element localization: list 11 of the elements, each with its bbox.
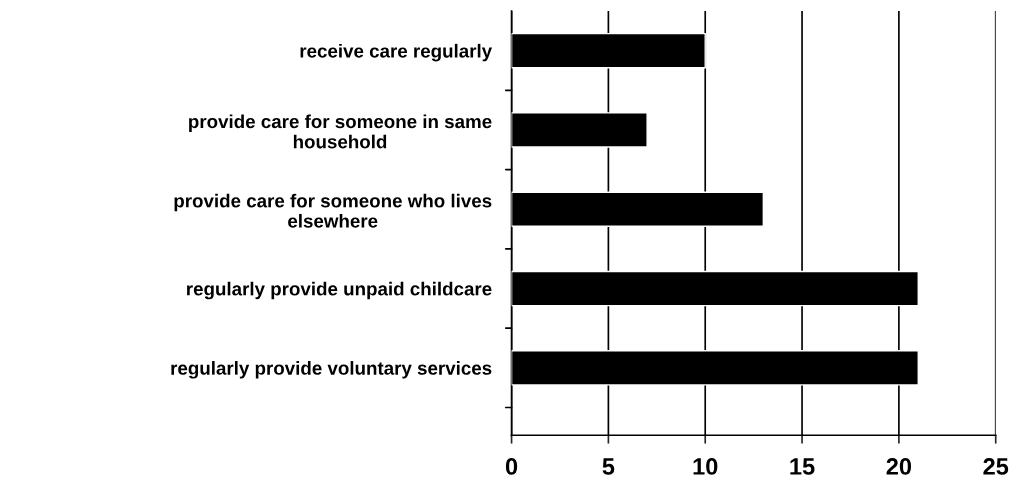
y-tick-label: regularly provide voluntary services	[171, 361, 492, 379]
x-tick-label: 0	[505, 458, 518, 475]
x-tick-label: 25	[983, 458, 1009, 475]
y-tick-label: provide care for someone who lives elsewhere	[174, 193, 492, 228]
x-tick-label: 5	[602, 458, 615, 475]
x-tick-label: 15	[790, 458, 815, 475]
x-tick-label: 20	[886, 458, 912, 475]
y-tick-label: receive care regularly	[300, 43, 493, 62]
y-tick-label: regularly provide unpaid childcare	[187, 281, 492, 300]
y-tick-label: provide care for someone in same household	[189, 114, 492, 149]
x-tick-label: 10	[693, 458, 718, 475]
